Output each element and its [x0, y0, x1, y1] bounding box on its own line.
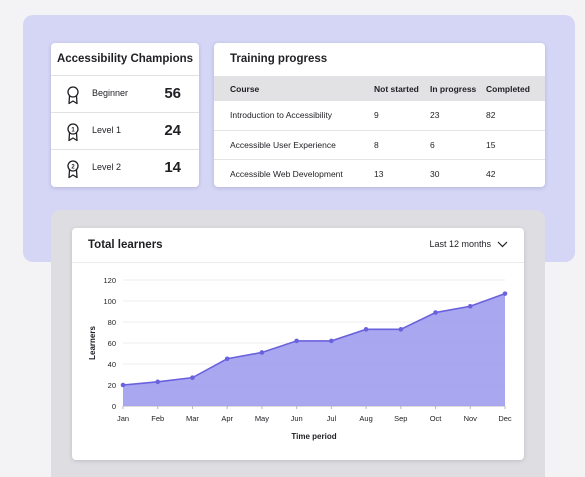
in-progress-count: 6 — [430, 130, 486, 160]
training-progress-card: Training progress Course Not started In … — [214, 43, 545, 187]
champions-title: Accessibility Champions — [51, 43, 199, 76]
x-tick-label: Sep — [394, 414, 407, 423]
y-tick-label: 60 — [108, 339, 116, 348]
total-learners-title: Total learners — [88, 239, 163, 251]
column-header-in-progress: In progress — [430, 76, 486, 101]
data-point — [398, 327, 404, 332]
y-tick-label: 100 — [103, 297, 116, 306]
x-tick-label: Jul — [327, 414, 337, 423]
card-divider — [72, 262, 524, 263]
learners-area-chart: 0 20 40 60 80 100 120 Jan Feb Mar Apr May Jun Jul Aug S… — [88, 276, 512, 441]
table-row: Accessible Web Development 13 30 42 — [214, 159, 545, 188]
champions-card: Accessibility Champions Beginner 56 1 Le… — [51, 43, 199, 187]
x-axis-title: Time period — [291, 432, 336, 441]
area-fill — [123, 293, 505, 406]
data-point — [329, 338, 334, 344]
x-tick-label: Jun — [291, 414, 303, 423]
award-medal-level-2-icon: 2 — [67, 160, 79, 179]
data-point — [224, 356, 230, 362]
data-point — [467, 303, 473, 309]
champion-label: Level 1 — [92, 125, 122, 135]
y-tick-label: 20 — [108, 381, 116, 390]
x-tick-label: Jan — [117, 414, 129, 423]
data-point — [155, 379, 161, 385]
x-tick-label: Dec — [498, 414, 512, 423]
course-name: Introduction to Accessibility — [214, 101, 374, 131]
not-started-count: 9 — [374, 101, 430, 131]
period-dropdown-label: Last 12 months — [429, 239, 491, 249]
champion-row-level-2: 2 Level 2 14 — [51, 150, 199, 187]
column-header-completed: Completed — [486, 76, 545, 101]
champion-row-level-1: 1 Level 1 24 — [51, 113, 199, 150]
x-tick-label: May — [255, 414, 269, 423]
y-tick-label: 80 — [108, 318, 116, 327]
data-point — [363, 327, 369, 332]
chevron-down-icon — [497, 241, 508, 247]
total-learners-card: Total learners Last 12 months 0 20 40 60 80 1… — [72, 228, 524, 460]
table-row: Introduction to Accessibility 9 23 82 — [214, 101, 545, 131]
award-medal-icon — [67, 86, 79, 105]
x-tick-label: Oct — [430, 414, 443, 423]
not-started-count: 13 — [374, 168, 384, 179]
x-tick-label: Feb — [151, 414, 164, 423]
table-row: Accessible User Experience 8 6 15 — [214, 130, 545, 160]
y-tick-label: 120 — [103, 276, 116, 285]
champion-label: Level 2 — [92, 162, 122, 172]
x-tick-label: Mar — [186, 414, 199, 423]
svg-text:2: 2 — [71, 164, 75, 170]
period-dropdown[interactable]: Last 12 months — [429, 239, 508, 249]
y-tick-label: 40 — [108, 360, 116, 369]
champion-row-beginner: Beginner 56 — [51, 76, 199, 113]
completed-count: 15 — [486, 130, 545, 160]
course-name: Accessible User Experience — [214, 130, 374, 160]
data-point — [294, 338, 299, 344]
champion-count: 14 — [164, 159, 181, 176]
in-progress-count: 23 — [430, 101, 486, 131]
training-progress-title: Training progress — [230, 53, 328, 65]
completed-count: 42 — [486, 168, 496, 179]
award-medal-level-1-icon: 1 — [67, 123, 79, 142]
y-tick-label: 0 — [112, 402, 116, 411]
x-tick-label: Nov — [464, 414, 478, 423]
x-tick-label: Apr — [221, 414, 233, 423]
data-point — [433, 310, 438, 315]
champion-count: 56 — [164, 85, 181, 102]
series-line — [122, 292, 506, 386]
data-point — [259, 350, 265, 355]
course-name: Accessible Web Development — [230, 168, 343, 179]
column-header-not-started: Not started — [374, 76, 430, 101]
data-point — [502, 291, 508, 296]
data-point — [120, 382, 126, 388]
svg-text:1: 1 — [71, 127, 75, 133]
not-started-count: 8 — [374, 130, 430, 160]
champion-label: Beginner — [92, 88, 129, 98]
x-tick-label: Aug — [359, 414, 372, 423]
table-header-row: Course Not started In progress Completed — [214, 76, 545, 101]
champion-count: 24 — [164, 122, 181, 139]
column-header-course: Course — [214, 76, 374, 101]
y-axis-title: Learners — [88, 326, 97, 360]
data-point — [190, 375, 195, 380]
training-progress-table: Course Not started In progress Completed… — [214, 76, 545, 188]
in-progress-count: 30 — [430, 168, 440, 179]
completed-count: 82 — [486, 101, 545, 131]
